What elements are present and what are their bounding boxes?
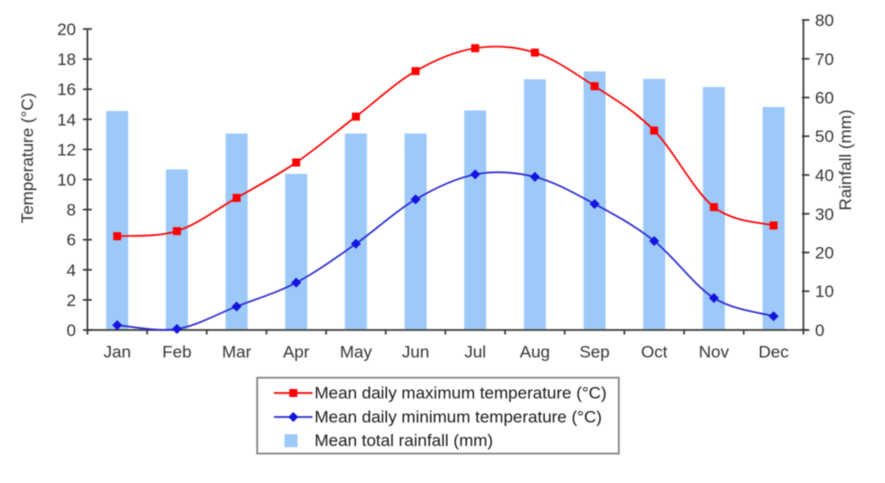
svg-text:Apr: Apr: [283, 343, 310, 362]
svg-text:10: 10: [815, 282, 834, 301]
svg-text:Feb: Feb: [162, 343, 191, 362]
svg-text:Mean daily maximum temperature: Mean daily maximum temperature (°C): [315, 384, 607, 403]
svg-text:Rainfall (mm): Rainfall (mm): [836, 109, 855, 210]
svg-text:May: May: [340, 343, 373, 362]
svg-text:Mar: Mar: [222, 343, 252, 362]
svg-text:2: 2: [67, 291, 76, 310]
svg-text:18: 18: [57, 50, 76, 69]
svg-text:Temperature (°C): Temperature (°C): [18, 93, 37, 224]
svg-text:10: 10: [57, 171, 76, 190]
svg-text:4: 4: [67, 261, 76, 280]
svg-text:14: 14: [57, 110, 76, 129]
svg-text:60: 60: [815, 89, 834, 108]
svg-text:12: 12: [57, 140, 76, 159]
svg-text:16: 16: [57, 80, 76, 99]
svg-text:50: 50: [815, 127, 834, 146]
svg-text:30: 30: [815, 205, 834, 224]
svg-text:Mean daily minimum temperature: Mean daily minimum temperature (°C): [315, 408, 602, 427]
svg-text:8: 8: [67, 201, 76, 220]
svg-text:Jun: Jun: [402, 343, 429, 362]
svg-text:Sep: Sep: [579, 343, 609, 362]
svg-text:Oct: Oct: [641, 343, 668, 362]
svg-text:20: 20: [57, 20, 76, 39]
svg-text:40: 40: [815, 166, 834, 185]
svg-text:Dec: Dec: [758, 343, 789, 362]
svg-text:20: 20: [815, 244, 834, 263]
svg-text:Nov: Nov: [699, 343, 730, 362]
svg-text:Mean total rainfall (mm): Mean total rainfall (mm): [315, 431, 494, 450]
svg-text:80: 80: [815, 11, 834, 30]
svg-text:6: 6: [67, 231, 76, 250]
svg-text:Jul: Jul: [464, 343, 486, 362]
svg-text:0: 0: [67, 321, 76, 340]
svg-text:Aug: Aug: [520, 343, 550, 362]
svg-text:0: 0: [815, 321, 824, 340]
svg-text:70: 70: [815, 50, 834, 69]
svg-text:Jan: Jan: [103, 343, 130, 362]
